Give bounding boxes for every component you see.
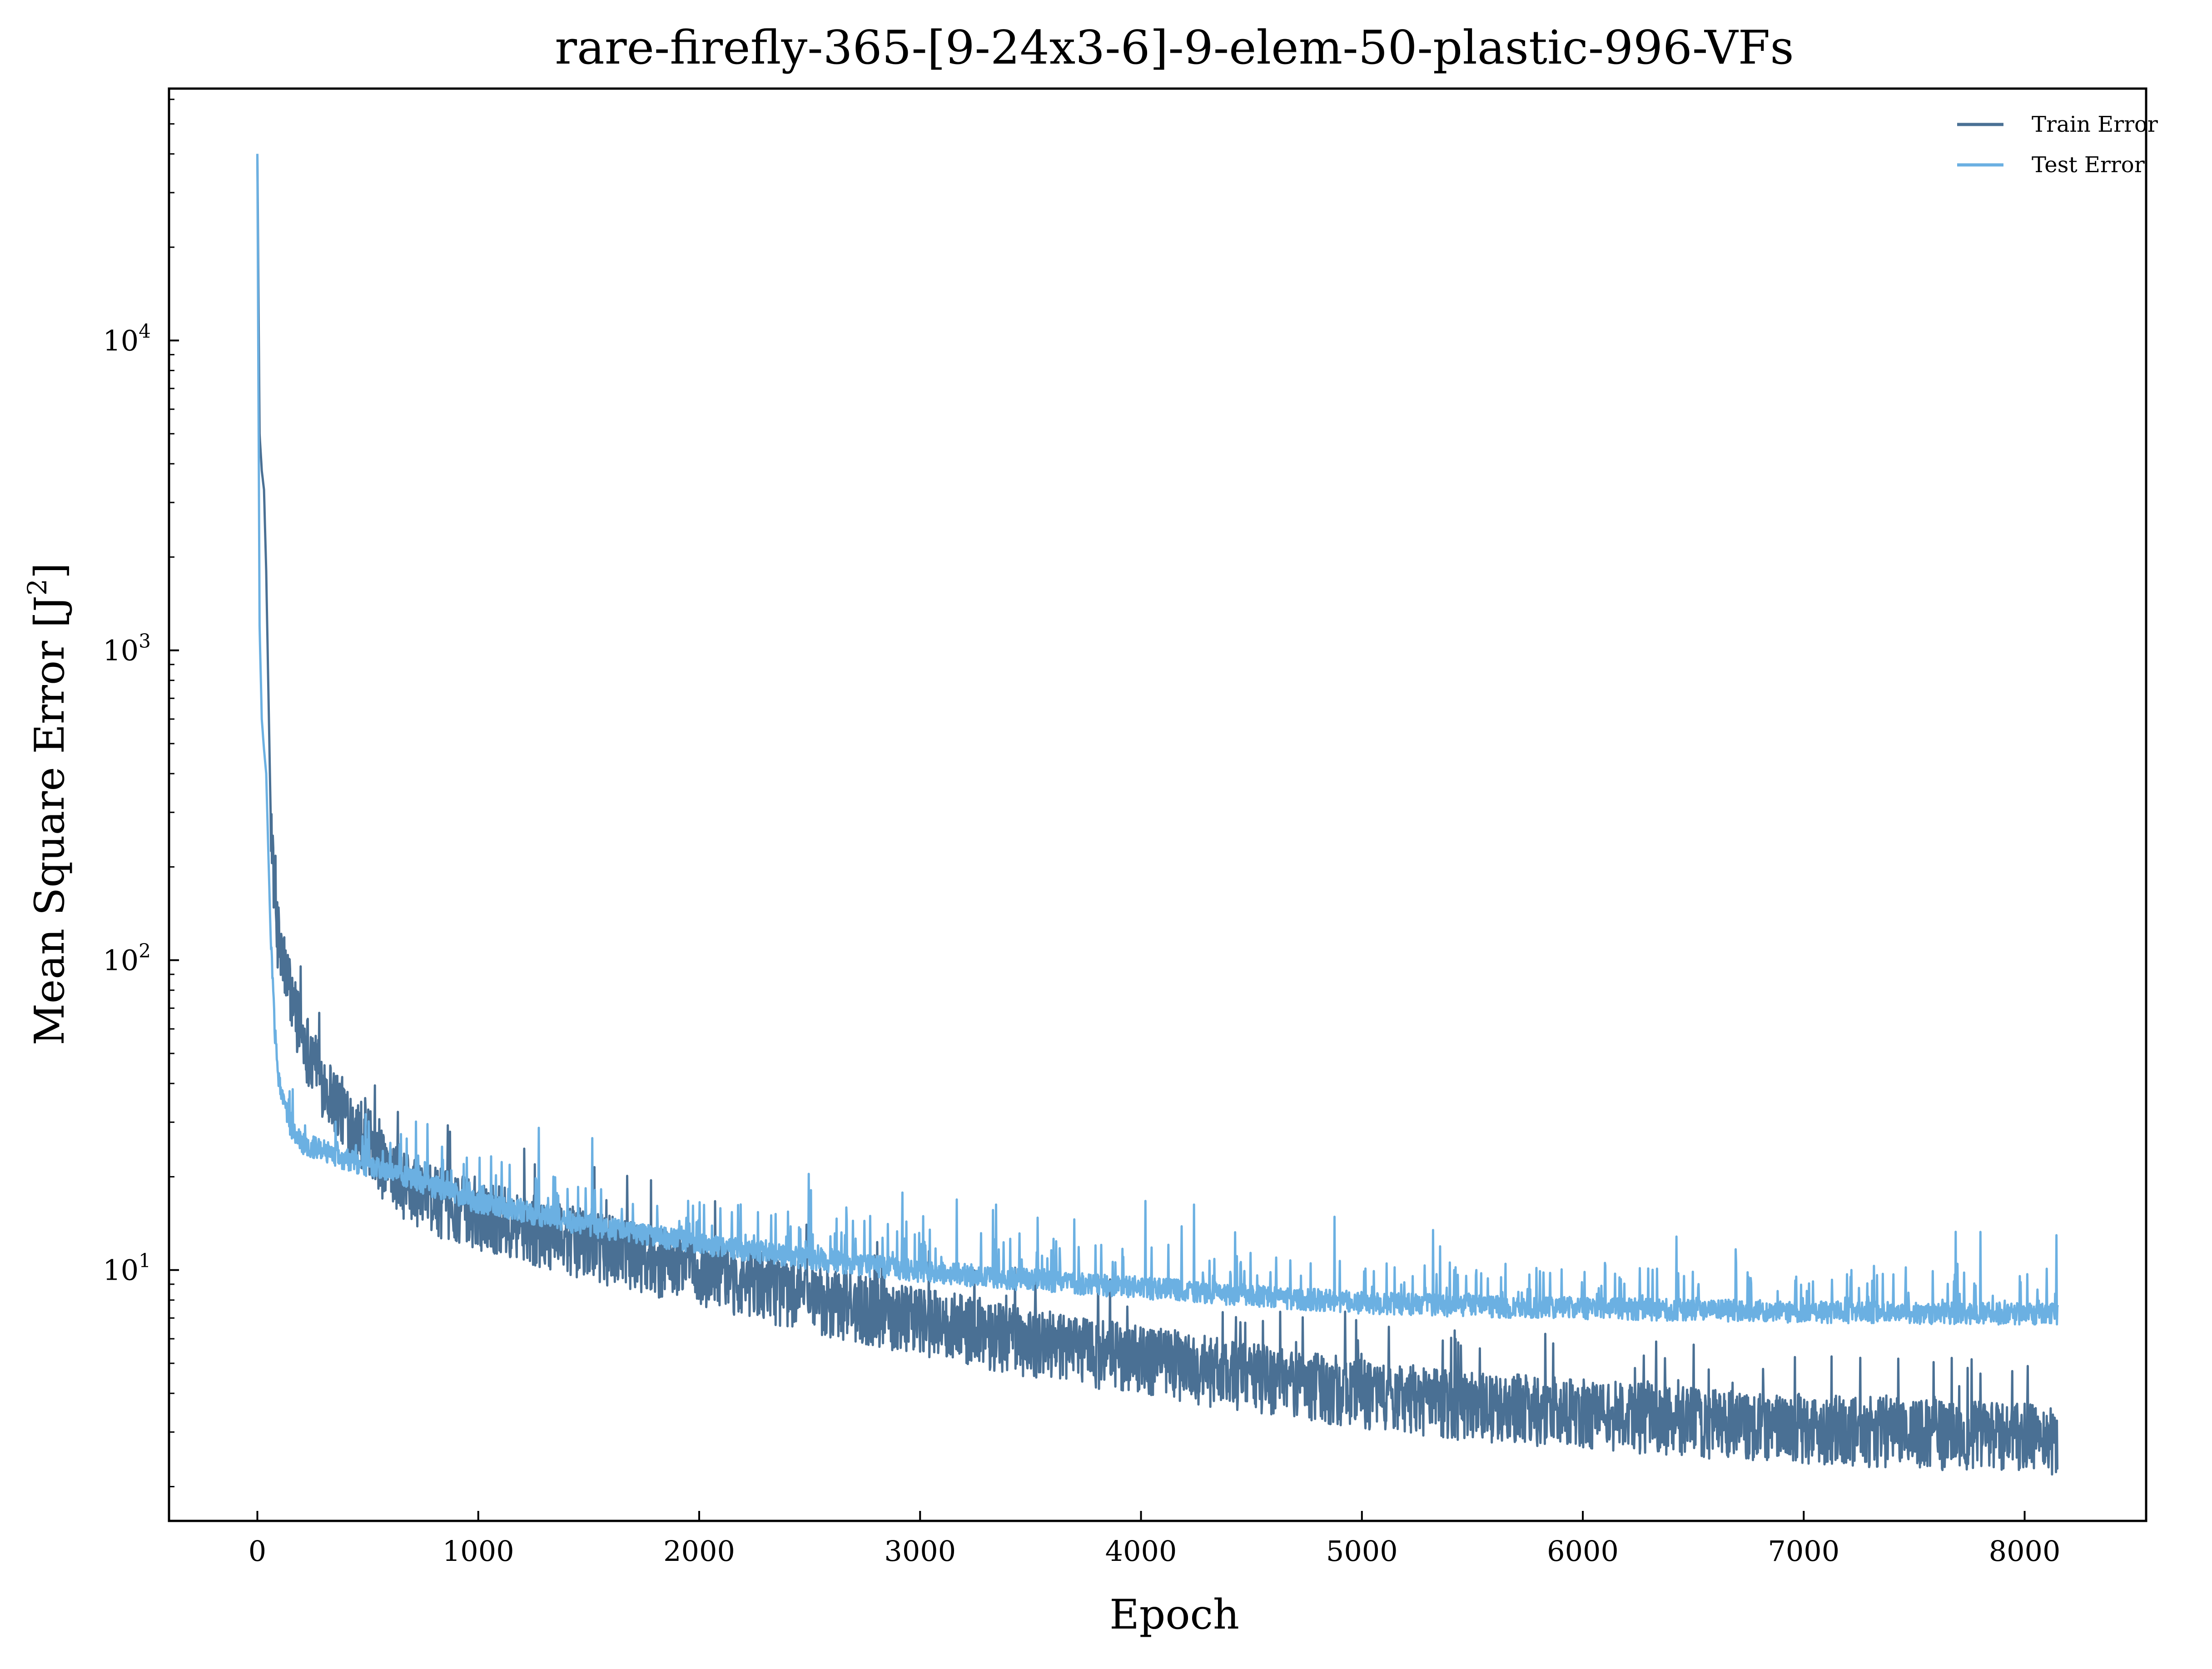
x-tick-label: 0 xyxy=(249,1535,266,1568)
y-tick-label: 103 xyxy=(103,630,151,667)
y-tick-exponent: 4 xyxy=(139,320,151,342)
x-axis-label: Epoch xyxy=(1109,1591,1239,1639)
y-tick-label: 101 xyxy=(103,1250,151,1287)
y-tick-label: 104 xyxy=(103,320,151,357)
x-tick-label: 4000 xyxy=(1105,1535,1177,1568)
y-tick-base: 10 xyxy=(103,324,139,357)
x-tick-label: 1000 xyxy=(442,1535,514,1568)
plot-area-frame xyxy=(168,87,2147,1522)
y-tick-base: 10 xyxy=(103,634,139,667)
x-tick-label: 5000 xyxy=(1326,1535,1398,1568)
y-tick-base: 10 xyxy=(103,944,139,977)
y-tick-base: 10 xyxy=(103,1254,139,1287)
y-axis-label-base: Mean Square Error [J xyxy=(26,596,74,1045)
legend-label-train: Train Error xyxy=(2032,112,2158,137)
legend: Train Error Test Error xyxy=(1957,112,2158,178)
y-axis-label-close: ] xyxy=(26,563,74,579)
x-tick-label: 7000 xyxy=(1768,1535,1839,1568)
y-tick-exponent: 1 xyxy=(139,1250,151,1272)
y-tick-exponent: 3 xyxy=(139,630,151,652)
x-tick-label: 8000 xyxy=(1989,1535,2061,1568)
test-error-line xyxy=(256,154,2059,1326)
legend-label-test: Test Error xyxy=(2032,152,2145,178)
x-tick-label: 2000 xyxy=(663,1535,735,1568)
x-tick-label: 3000 xyxy=(884,1535,956,1568)
chart-title: rare-firefly-365-[9-24x3-6]-9-elem-50-pl… xyxy=(555,21,1794,75)
y-tick-label: 102 xyxy=(103,940,151,977)
y-axis-label-superscript: 2 xyxy=(22,579,53,596)
y-tick-exponent: 2 xyxy=(139,940,151,962)
x-axis-ticks: 0 1000 2000 3000 4000 5000 6000 7000 8000 xyxy=(249,1511,2061,1568)
y-axis-label: Mean Square Error [J2] xyxy=(22,563,74,1045)
x-tick-label: 6000 xyxy=(1547,1535,1619,1568)
series-layer xyxy=(256,154,2059,1476)
